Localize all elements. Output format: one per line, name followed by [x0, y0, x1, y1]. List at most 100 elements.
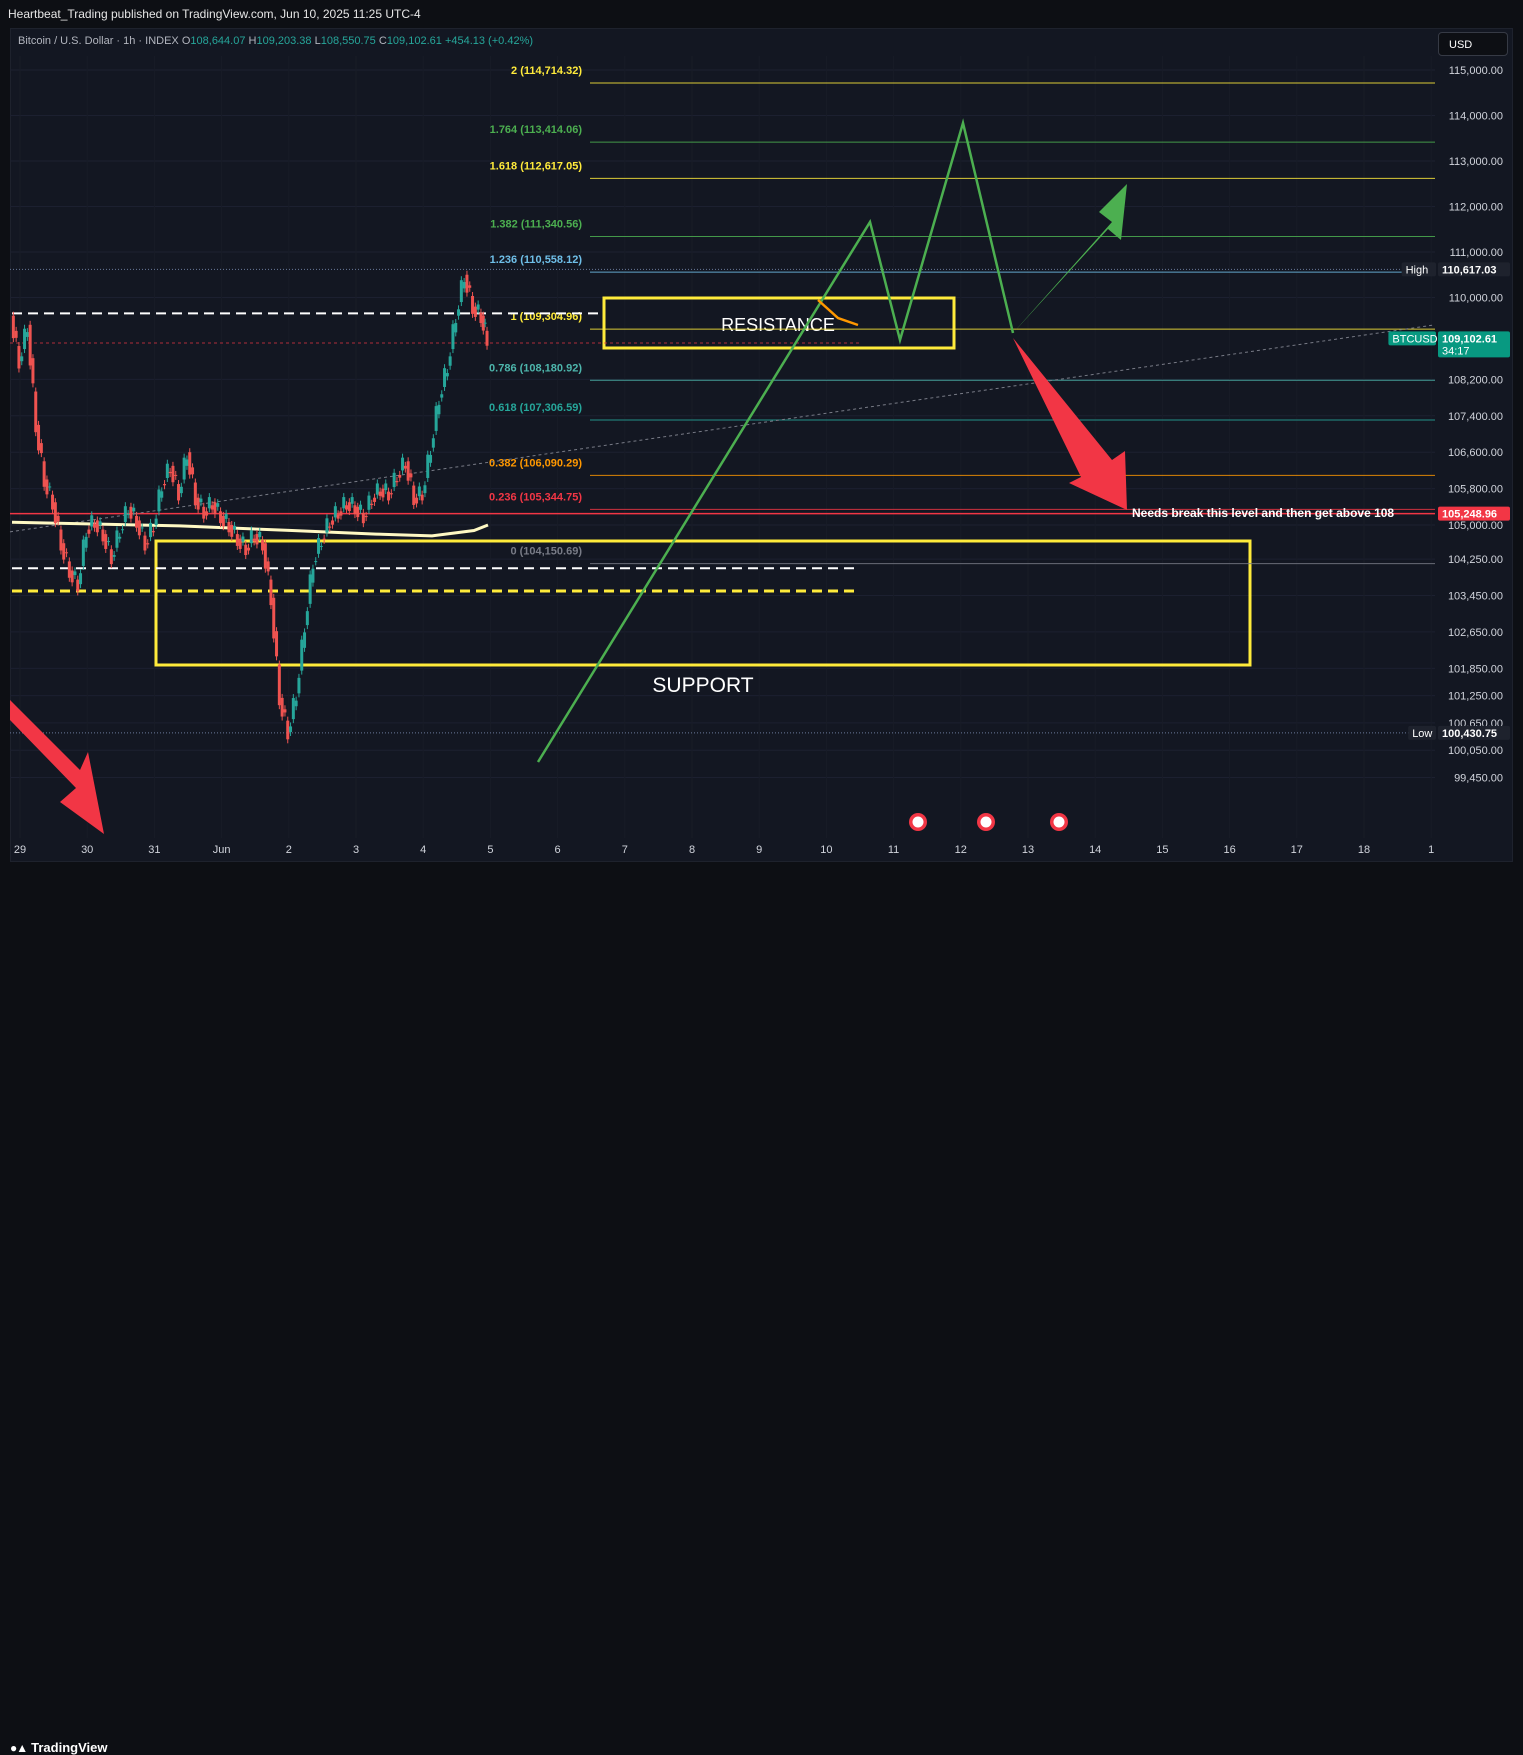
candle-body — [182, 457, 186, 480]
price-series — [11, 270, 489, 744]
candle-body — [389, 493, 393, 495]
time-tick-label: 17 — [1291, 844, 1303, 856]
candle-body — [247, 547, 251, 551]
time-tick-label: 10 — [820, 844, 832, 856]
candle-body — [129, 506, 133, 519]
fib-level-label: 0.236 (105,344.75) — [489, 491, 582, 503]
candle-body — [462, 282, 466, 289]
candle-body — [473, 306, 477, 317]
event-flag-center — [1053, 816, 1065, 828]
candle-body — [297, 677, 301, 694]
price-tag-label-bg — [1408, 725, 1436, 740]
candle-body — [73, 571, 77, 576]
projection-path — [536, 118, 1015, 763]
candle-body — [115, 530, 119, 548]
low-label: L — [314, 35, 321, 47]
candle-body — [20, 356, 24, 362]
price-tag-bg — [1438, 506, 1510, 521]
candle-body — [93, 523, 97, 528]
time-tick-label: 7 — [622, 844, 628, 856]
brand-name: TradingView — [31, 1740, 108, 1755]
fib-level-label: 1.764 (113,414.06) — [490, 124, 583, 136]
candle-body — [202, 506, 206, 519]
candle-body — [403, 465, 407, 469]
candle-body — [219, 511, 223, 524]
candle-body — [266, 561, 270, 572]
candle-body — [107, 541, 111, 543]
candle-body — [163, 484, 167, 486]
candle-body — [370, 503, 374, 505]
price-tag-value: 100,430.75 — [1442, 728, 1497, 740]
candle-body — [221, 515, 225, 527]
candle-body — [289, 726, 293, 733]
candle-body — [185, 459, 189, 466]
time-axis: 29 30 31 Jun 2 3 4 5 6 7 8 9 10 11 12 13 14 15 16 17 18 1 — [14, 844, 1434, 856]
tradingview-logo[interactable]: ●▲ TradingView — [10, 1740, 107, 1755]
price-tick-label: 102,650.00 — [1448, 627, 1503, 639]
candle-body — [28, 324, 32, 366]
candle-body — [51, 494, 55, 510]
candle-body — [23, 328, 27, 350]
candle-body — [328, 526, 332, 528]
candle-body — [457, 309, 461, 316]
candle-body — [168, 471, 172, 474]
price-tick-label: 107,400.00 — [1448, 411, 1503, 423]
candle-body — [154, 518, 158, 525]
candle-body — [244, 544, 248, 556]
candle-body — [188, 452, 192, 475]
price-tag-label: Low — [1412, 728, 1432, 740]
annotation-note: Needs break this level and then get abov… — [1132, 506, 1394, 520]
time-tick-label: 12 — [955, 844, 967, 856]
candle-body — [359, 504, 363, 510]
candle-body — [42, 461, 46, 487]
price-tick-label: 108,200.00 — [1448, 374, 1503, 386]
candle-body — [437, 404, 441, 415]
candle-body — [353, 505, 357, 515]
candle-body — [249, 530, 253, 544]
candle-body — [62, 543, 66, 560]
candle-body — [331, 520, 335, 525]
candle-body — [384, 483, 388, 491]
candle-body — [269, 579, 273, 606]
candle-body — [79, 573, 83, 585]
candle-body — [300, 639, 304, 671]
time-tick-label: 15 — [1156, 844, 1168, 856]
price-tag-bg — [1438, 262, 1510, 277]
symbol-name[interactable]: Bitcoin / U.S. Dollar · 1h · INDEX — [18, 35, 179, 47]
candle-body — [401, 457, 405, 471]
candle-body — [65, 552, 69, 554]
candle-body — [196, 497, 200, 510]
candle-body — [356, 506, 360, 518]
candle-body — [277, 664, 281, 706]
event-flag-center — [912, 816, 924, 828]
price-tag-bg — [1438, 331, 1510, 358]
candle-body — [429, 454, 433, 463]
candle-body — [294, 700, 298, 707]
candle-body — [207, 497, 211, 509]
candle-body — [210, 505, 214, 510]
candle-body — [392, 472, 396, 488]
time-tick-label: 30 — [81, 844, 93, 856]
candle-body — [140, 527, 144, 529]
candle-body — [398, 474, 402, 478]
candle-body — [171, 465, 175, 483]
candle-body — [263, 543, 267, 569]
candle-body — [319, 545, 323, 547]
candle-body — [345, 505, 349, 510]
candle-body — [76, 579, 80, 592]
fib-level-label: 1.236 (110,558.12) — [490, 254, 583, 266]
currency-selector[interactable]: USD — [1438, 32, 1508, 56]
price-chart[interactable]: RESISTANCE SUPPORT 2 (114,714.32) 1.764 (1… — [0, 0, 1523, 898]
candle-body — [364, 515, 368, 518]
candle-body — [339, 511, 343, 516]
time-tick-label: 29 — [14, 844, 26, 856]
candle-body — [205, 511, 209, 516]
candle-body — [387, 491, 391, 501]
bearish-arrow-icon — [1013, 338, 1127, 510]
zones: RESISTANCE SUPPORT — [154, 296, 1252, 697]
candle-body — [45, 479, 49, 495]
candle-body — [14, 330, 18, 338]
candle-body — [350, 497, 354, 504]
open-label: O — [181, 35, 191, 47]
time-tick-label: 2 — [286, 844, 292, 856]
